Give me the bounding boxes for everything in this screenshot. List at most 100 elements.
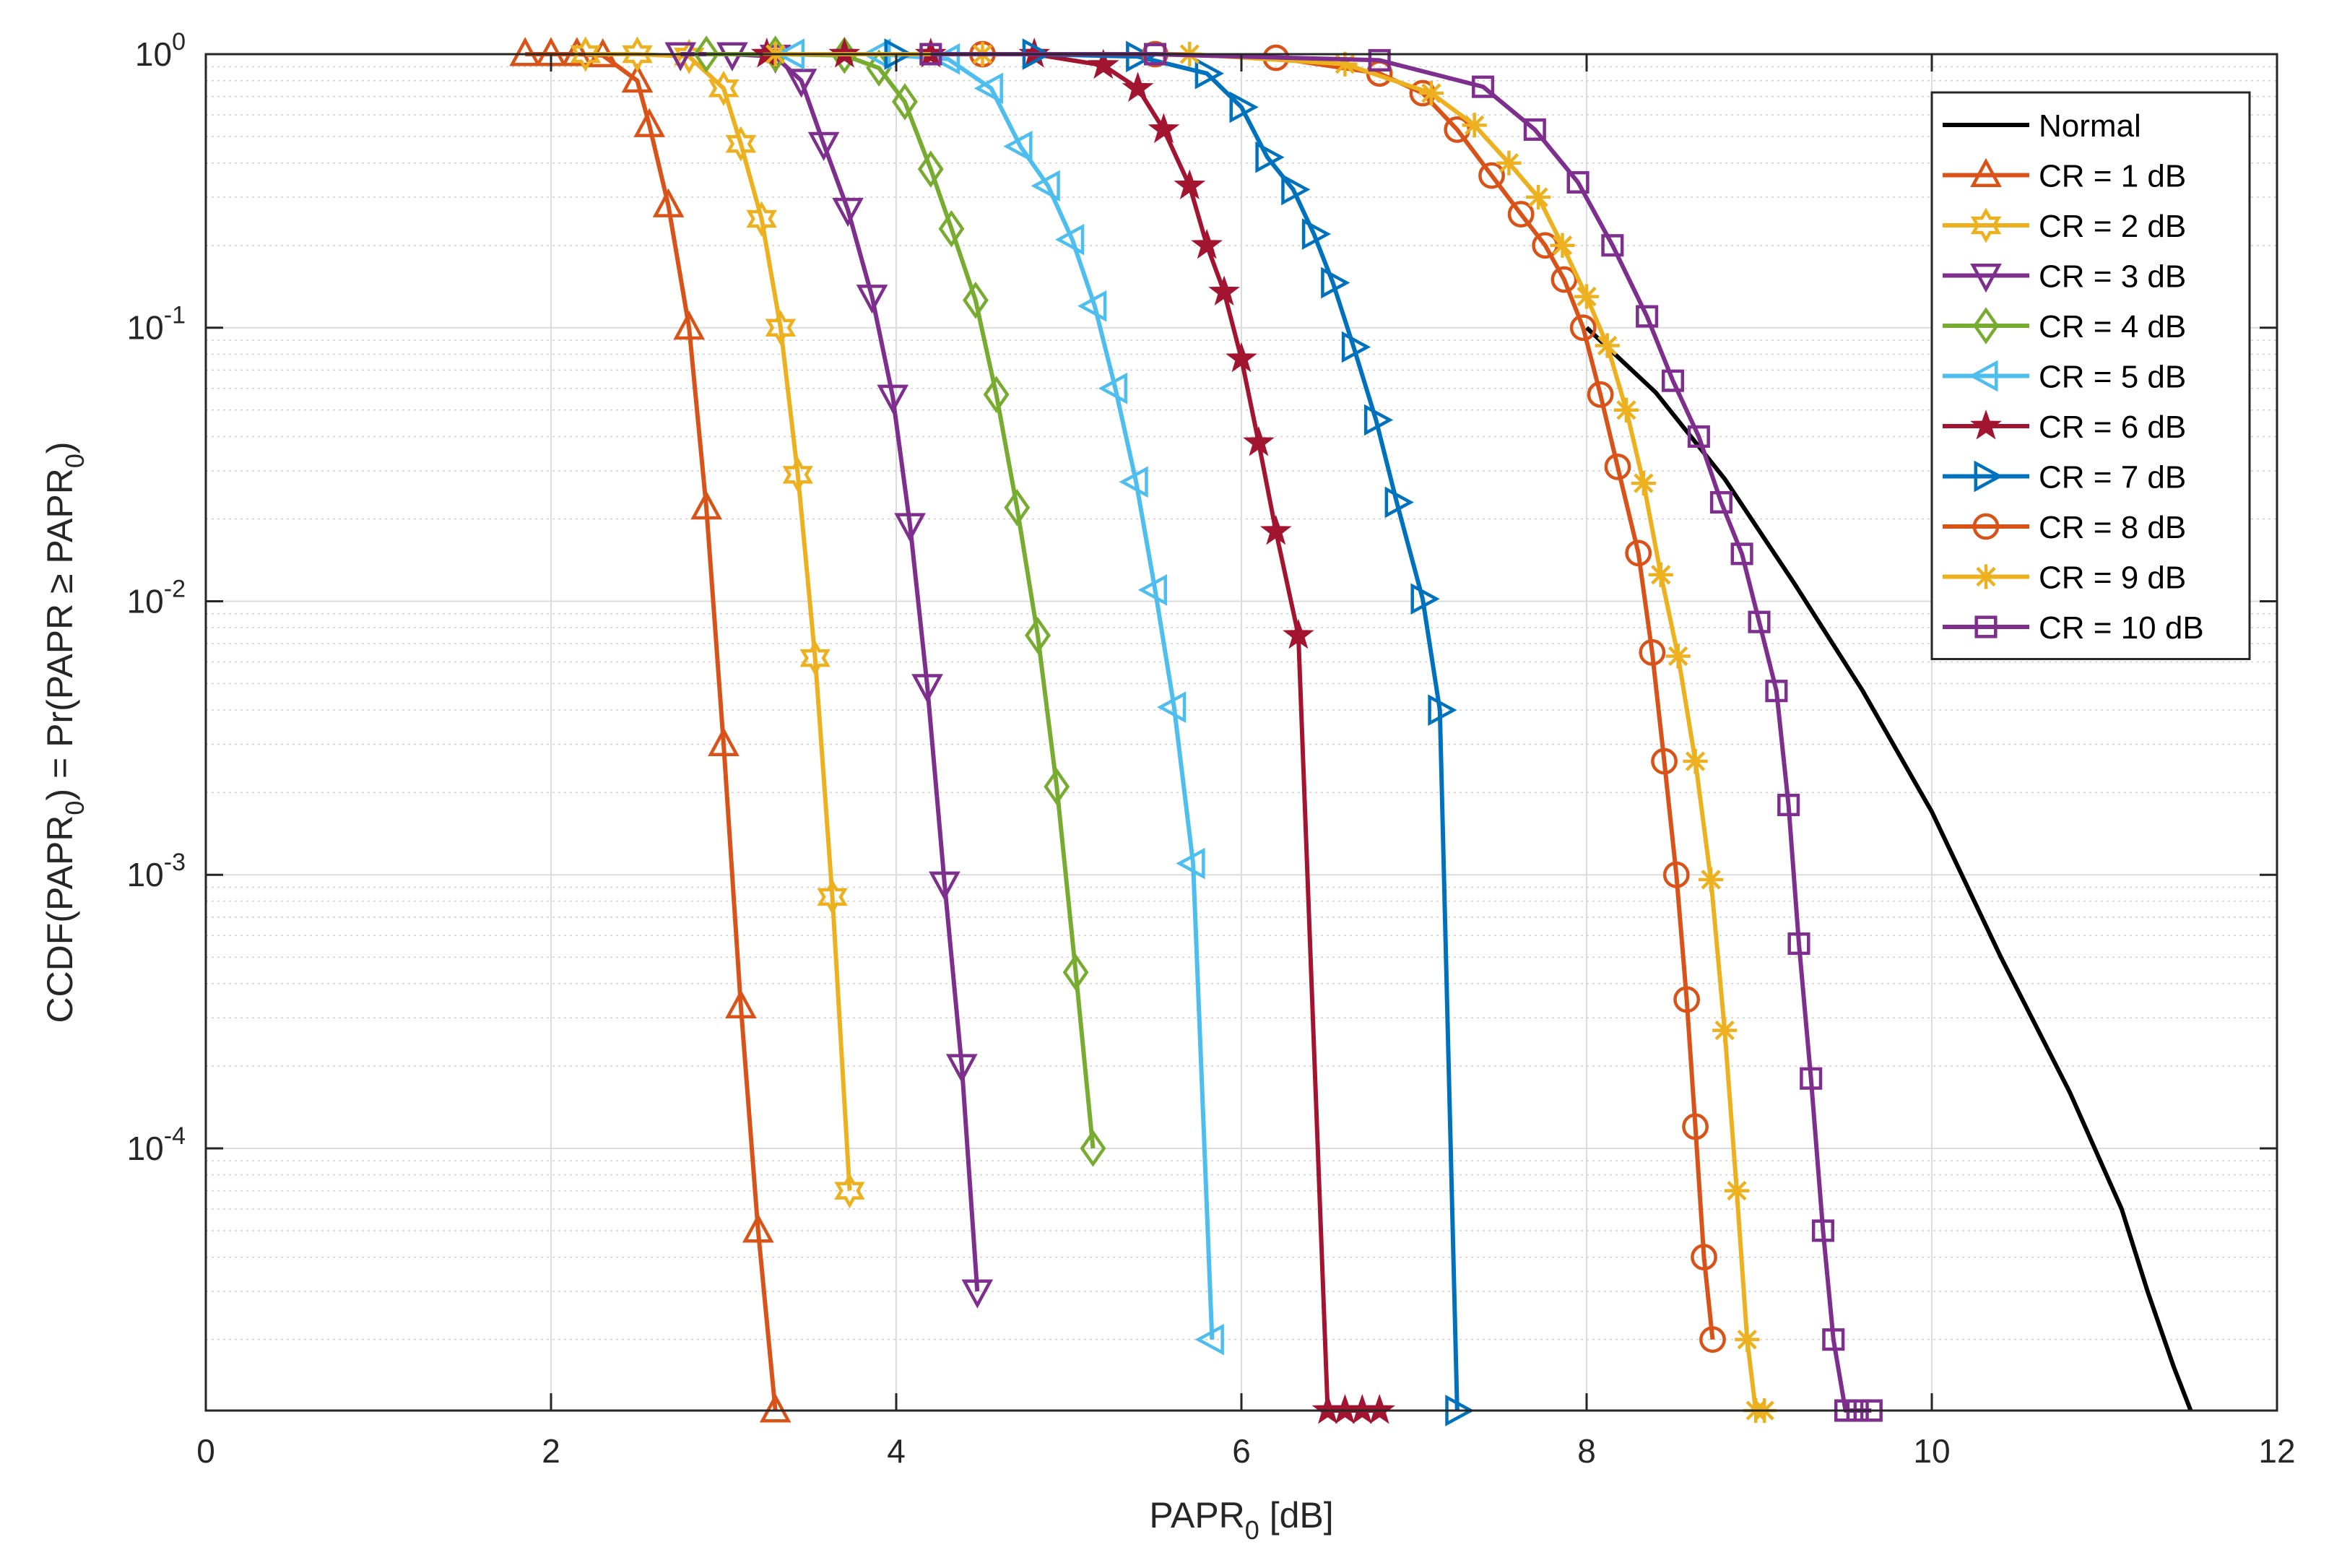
data-point-marker (1587, 381, 1614, 408)
data-point-marker (1243, 425, 1275, 456)
data-point-marker (1970, 157, 2002, 187)
data-point-marker (1639, 638, 1666, 666)
data-point-marker (1551, 266, 1578, 293)
data-point-marker (570, 36, 602, 72)
series-line (792, 52, 1215, 1340)
data-point-marker (1080, 1130, 1106, 1167)
data-point-marker (1341, 331, 1371, 363)
legend-label: CR = 7 dB (2039, 460, 2186, 495)
data-point-marker (1507, 201, 1535, 228)
y-axis-label: CCDF(PAPR0) = Pr(PAPR ≥ PAPR0) (40, 441, 90, 1023)
legend-entry: CR = 8 dB (1943, 510, 2186, 545)
y-tick-labels: 100 10-1 10-2 10-3 10-4 (127, 28, 186, 1167)
data-point-marker (1665, 644, 1691, 669)
data-point-marker (1384, 486, 1414, 519)
data-point-marker (1368, 48, 1391, 72)
legend-entry: CR = 10 dB (1943, 610, 2204, 646)
data-point-marker (799, 640, 830, 676)
data-point-marker (911, 674, 943, 703)
data-point-marker (1970, 207, 2002, 243)
data-point-marker (1321, 267, 1350, 299)
data-point-marker (834, 1173, 865, 1209)
data-point-marker (621, 63, 654, 93)
data-point-marker (1724, 1178, 1750, 1203)
data-point-marker (1636, 305, 1659, 328)
data-point-marker (1122, 72, 1154, 102)
data-point-marker (622, 36, 653, 72)
data-point-marker (1625, 540, 1652, 567)
data-point-marker (1631, 470, 1656, 496)
x-tick-labels: 0 2 4 6 8 10 12 (196, 1432, 2295, 1470)
data-point-marker (746, 201, 777, 237)
data-point-marker (1972, 513, 2000, 540)
x-tick-label: 2 (542, 1432, 560, 1470)
data-point-marker (1687, 425, 1710, 448)
data-point-marker (1031, 170, 1060, 202)
tick-layer (204, 53, 2278, 1411)
data-point-marker (1259, 514, 1292, 545)
data-point-marker (1226, 342, 1257, 373)
data-point-marker (877, 384, 909, 414)
data-point-marker (1418, 80, 1444, 106)
data-point-marker (1673, 986, 1701, 1013)
data-point-marker (962, 281, 989, 319)
data-point-marker (938, 209, 965, 248)
data-point-marker (1566, 170, 1589, 194)
series-normal (1584, 326, 2193, 1412)
data-point-marker (1765, 680, 1788, 703)
data-point-marker (1174, 169, 1206, 199)
data-point-marker (1119, 466, 1148, 498)
data-point-marker (1255, 141, 1285, 173)
series-line (1584, 326, 2193, 1412)
data-point-marker (1974, 615, 1998, 638)
legend-label: CR = 5 dB (2039, 360, 2186, 395)
data-point-marker (1735, 1327, 1760, 1352)
legend-label: Normal (2039, 108, 2141, 144)
data-point-marker (1478, 162, 1505, 189)
data-point-marker (1662, 861, 1690, 888)
data-point-marker (1283, 618, 1314, 649)
legend-entry: CR = 7 dB (1943, 460, 2186, 495)
data-point-marker (693, 35, 720, 73)
data-point-marker (1822, 1328, 1845, 1351)
legend-label: CR = 6 dB (2039, 410, 2186, 445)
data-point-marker (1550, 233, 1575, 258)
data-point-marker (1569, 314, 1597, 342)
data-point-marker (1574, 284, 1600, 309)
y-tick-label: 100 (135, 28, 186, 73)
data-point-marker (1077, 290, 1107, 322)
data-point-marker (807, 131, 840, 161)
x-tick-label: 8 (1577, 1432, 1596, 1470)
data-point-marker (1025, 616, 1051, 654)
data-point-marker (1281, 173, 1311, 206)
legend-entry: CR = 2 dB (1943, 207, 2186, 244)
data-point-marker (1472, 75, 1495, 98)
data-point-marker (690, 490, 722, 520)
data-point-marker (1098, 372, 1128, 404)
series-line (775, 52, 1765, 1413)
data-point-marker (782, 456, 813, 493)
x-tick-label: 0 (196, 1432, 215, 1470)
data-point-marker (1003, 130, 1033, 163)
data-point-marker (1157, 691, 1187, 723)
data-point-marker (1148, 113, 1180, 144)
data-point-marker (1682, 1113, 1709, 1140)
data-point-marker (1691, 1244, 1717, 1271)
legend-label: CR = 2 dB (2039, 209, 2186, 244)
y-tick-label: 10-1 (127, 302, 186, 347)
data-point-marker (1428, 694, 1457, 727)
series-line (585, 52, 852, 1191)
legend-label: CR = 4 dB (2039, 309, 2186, 345)
data-point-marker (725, 989, 757, 1019)
legend-label: CR = 8 dB (2039, 510, 2186, 545)
data-point-marker (1191, 228, 1223, 259)
data-point-marker (1970, 264, 2002, 293)
data-point-marker (708, 727, 740, 757)
legend-entry: Normal (1943, 108, 2141, 144)
legend-entry: CR = 9 dB (1943, 560, 2186, 596)
x-tick-label: 4 (887, 1432, 906, 1470)
legend-label: CR = 1 dB (2039, 159, 2186, 194)
data-point-marker (917, 150, 944, 188)
legend-entry: CR = 3 dB (1943, 259, 2186, 295)
